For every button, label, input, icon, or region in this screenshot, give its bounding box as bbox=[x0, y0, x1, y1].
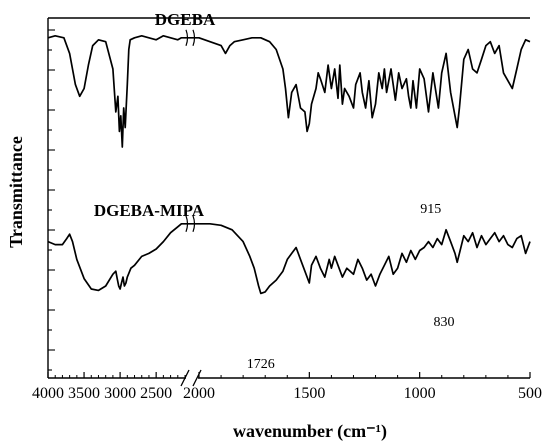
plot-frame bbox=[47, 17, 530, 379]
series-line-dgeba bbox=[47, 34, 531, 148]
spectra bbox=[47, 34, 531, 295]
x-tick-label: 3000 bbox=[104, 385, 136, 402]
y-axis-title: Transmittance bbox=[6, 136, 26, 248]
peak-label: 1726 bbox=[247, 357, 275, 372]
series-break-mark bbox=[192, 215, 196, 233]
x-tick-label: 4000 bbox=[32, 385, 64, 402]
axis-break-marks bbox=[180, 29, 202, 387]
peak-label: 915 bbox=[420, 202, 441, 217]
peak-label: 830 bbox=[433, 315, 454, 330]
x-tick-label: 1000 bbox=[404, 385, 436, 402]
annotations: DGEBA DGEBA-MIPA 915 1726 830 bbox=[94, 10, 455, 372]
series-break-mark bbox=[185, 215, 189, 233]
x-tick-label: 1500 bbox=[293, 385, 325, 402]
series-break-mark bbox=[192, 29, 196, 47]
axis-break-mark bbox=[192, 369, 202, 387]
axis-break-mark bbox=[180, 369, 190, 387]
series-label: DGEBA bbox=[155, 10, 216, 29]
series-break-mark bbox=[185, 29, 189, 47]
x-ticks: 4000 3500 3000 2500 2000 1500 1000 500 bbox=[32, 372, 542, 402]
x-tick-label: 2500 bbox=[140, 385, 172, 402]
x-tick-label: 500 bbox=[518, 385, 542, 402]
series-line-dgeba-mipa bbox=[47, 222, 531, 295]
series-label: DGEBA-MIPA bbox=[94, 201, 205, 220]
x-axis-title: wavenumber (cm⁻¹) bbox=[233, 421, 387, 442]
x-tick-label: 3500 bbox=[68, 385, 100, 402]
x-tick-label: 2000 bbox=[183, 385, 215, 402]
y-ticks bbox=[48, 29, 55, 371]
